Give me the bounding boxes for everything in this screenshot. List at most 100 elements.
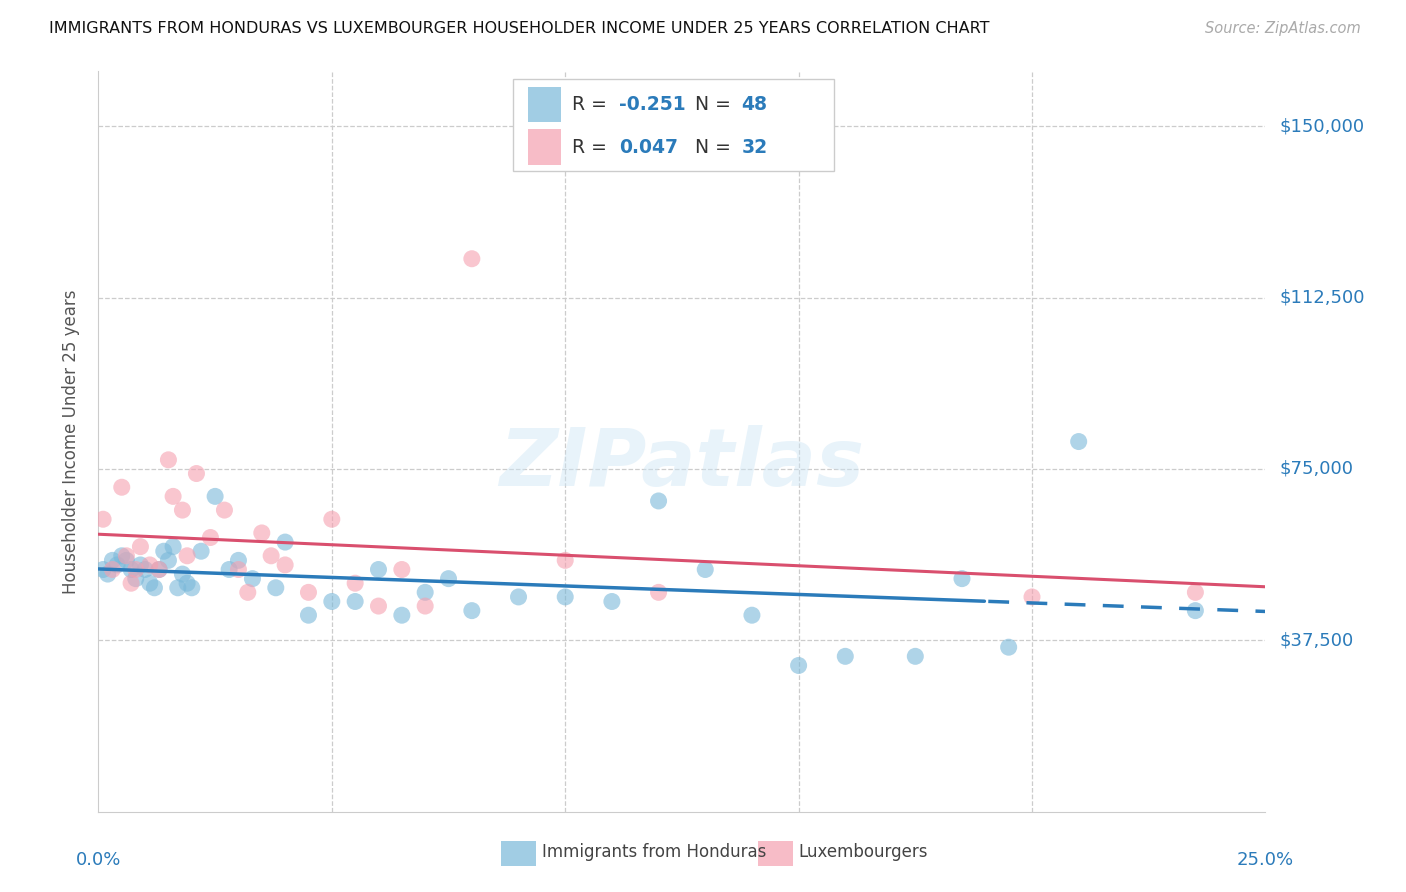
Point	[157, 553, 180, 567]
Point	[787, 658, 810, 673]
Point	[152, 544, 174, 558]
Point	[129, 558, 152, 572]
Point	[297, 585, 319, 599]
Text: $37,500: $37,500	[1279, 632, 1354, 649]
Text: Luxembourgers: Luxembourgers	[799, 844, 928, 862]
Point	[228, 562, 250, 576]
Point	[172, 567, 194, 582]
FancyBboxPatch shape	[513, 78, 834, 171]
Point	[148, 562, 170, 576]
Text: 25.0%: 25.0%	[1237, 851, 1294, 869]
Point	[97, 567, 120, 582]
Point	[461, 252, 484, 266]
Point	[105, 558, 128, 572]
Text: $75,000: $75,000	[1279, 460, 1354, 478]
Text: $112,500: $112,500	[1279, 289, 1365, 307]
Point	[129, 540, 152, 554]
Point	[695, 562, 717, 576]
Point	[1067, 434, 1090, 449]
FancyBboxPatch shape	[527, 129, 561, 165]
Point	[125, 562, 148, 576]
Point	[120, 562, 142, 576]
Point	[115, 553, 138, 567]
Point	[274, 535, 297, 549]
Point	[157, 452, 180, 467]
Point	[391, 562, 413, 576]
Point	[91, 512, 114, 526]
Point	[391, 608, 413, 623]
Point	[148, 562, 170, 576]
Point	[297, 608, 319, 623]
Point	[91, 562, 114, 576]
Point	[264, 581, 287, 595]
Point	[344, 576, 367, 591]
FancyBboxPatch shape	[501, 840, 536, 866]
Text: $150,000: $150,000	[1279, 117, 1364, 136]
Text: 0.047: 0.047	[619, 137, 678, 157]
Point	[274, 558, 297, 572]
Point	[904, 649, 927, 664]
Point	[101, 562, 124, 576]
Point	[950, 572, 973, 586]
Point	[647, 585, 669, 599]
Point	[260, 549, 283, 563]
Text: R =: R =	[572, 137, 613, 157]
FancyBboxPatch shape	[758, 840, 793, 866]
Point	[600, 594, 623, 608]
Point	[176, 576, 198, 591]
Point	[413, 585, 436, 599]
Point	[172, 503, 194, 517]
Point	[143, 581, 166, 595]
Point	[413, 599, 436, 613]
Point	[834, 649, 856, 664]
Point	[461, 604, 484, 618]
FancyBboxPatch shape	[527, 87, 561, 122]
Point	[321, 594, 343, 608]
Point	[101, 553, 124, 567]
Text: N =: N =	[695, 95, 737, 114]
Point	[190, 544, 212, 558]
Point	[200, 531, 222, 545]
Point	[437, 572, 460, 586]
Point	[647, 494, 669, 508]
Text: -0.251: -0.251	[619, 95, 686, 114]
Text: Immigrants from Honduras: Immigrants from Honduras	[541, 844, 766, 862]
Point	[554, 590, 576, 604]
Point	[344, 594, 367, 608]
Y-axis label: Householder Income Under 25 years: Householder Income Under 25 years	[62, 289, 80, 594]
Point	[139, 576, 162, 591]
Point	[997, 640, 1019, 655]
Point	[321, 512, 343, 526]
Text: N =: N =	[695, 137, 737, 157]
Point	[228, 553, 250, 567]
Point	[367, 562, 389, 576]
Point	[250, 525, 273, 540]
Point	[134, 562, 156, 576]
Point	[111, 549, 134, 563]
Point	[1184, 604, 1206, 618]
Point	[162, 489, 184, 503]
Point	[166, 581, 188, 595]
Point	[236, 585, 259, 599]
Point	[176, 549, 198, 563]
Point	[218, 562, 240, 576]
Point	[125, 572, 148, 586]
Point	[242, 572, 264, 586]
Point	[214, 503, 236, 517]
Text: ZIPatlas: ZIPatlas	[499, 425, 865, 503]
Point	[111, 480, 134, 494]
Point	[554, 553, 576, 567]
Point	[1184, 585, 1206, 599]
Point	[741, 608, 763, 623]
Text: 0.0%: 0.0%	[76, 851, 121, 869]
Point	[115, 549, 138, 563]
Text: R =: R =	[572, 95, 613, 114]
Text: Source: ZipAtlas.com: Source: ZipAtlas.com	[1205, 21, 1361, 36]
Point	[186, 467, 208, 481]
Point	[508, 590, 530, 604]
Text: IMMIGRANTS FROM HONDURAS VS LUXEMBOURGER HOUSEHOLDER INCOME UNDER 25 YEARS CORRE: IMMIGRANTS FROM HONDURAS VS LUXEMBOURGER…	[49, 21, 990, 36]
Point	[367, 599, 389, 613]
Point	[139, 558, 162, 572]
Point	[180, 581, 202, 595]
Point	[1021, 590, 1043, 604]
